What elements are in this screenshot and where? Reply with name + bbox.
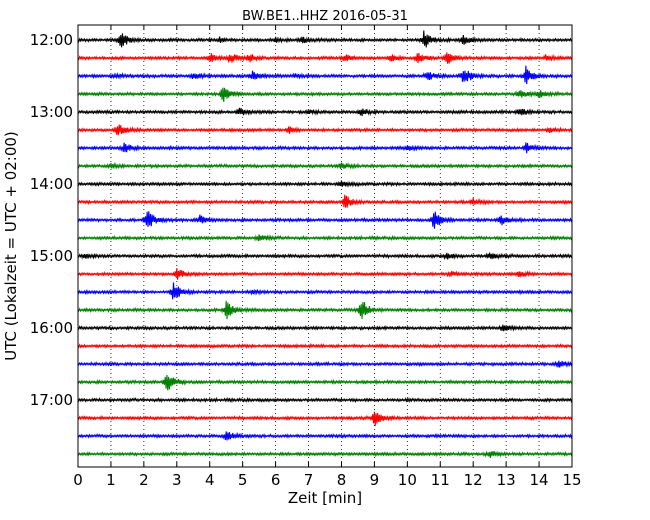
x-tick-label: 1	[106, 471, 116, 489]
x-tick-label: 8	[337, 471, 347, 489]
trace-1245	[77, 87, 573, 102]
x-tick-label: 4	[205, 471, 215, 489]
x-axis-title: Zeit [min]	[288, 489, 362, 507]
plot-area	[78, 25, 572, 467]
trace-1315	[77, 124, 573, 136]
x-tick-label: 2	[139, 471, 149, 489]
trace-1615	[77, 342, 573, 350]
trace-1530	[77, 282, 573, 300]
trace-1345	[77, 162, 573, 170]
x-tick-label: 7	[304, 471, 314, 489]
x-tick-label: 5	[238, 471, 248, 489]
trace-1500	[77, 252, 573, 261]
trace-1515	[77, 268, 573, 280]
trace-1545	[77, 300, 573, 320]
x-tick-label: 12	[464, 471, 483, 489]
x-tick-label: 15	[562, 471, 581, 489]
chart-title: BW.BE1..HHZ 2016-05-31	[242, 9, 408, 24]
x-tick-label: 10	[398, 471, 417, 489]
trace-1730	[77, 431, 573, 441]
x-tick-label: 9	[370, 471, 380, 489]
tick-group: 0 1 2 3 4 5 6 7 8 9 10 11 12 13 14 1512:0013:0014:0015:…	[30, 25, 582, 489]
y-tick-label: 14:00	[30, 175, 73, 193]
grid-lines	[110, 25, 540, 467]
trace-group	[77, 30, 573, 458]
trace-1715	[77, 411, 573, 426]
x-tick-label: 14	[530, 471, 549, 489]
x-tick-label: 6	[271, 471, 281, 489]
trace-1230	[77, 65, 573, 85]
trace-1400	[77, 180, 573, 188]
trace-1700	[77, 396, 573, 404]
x-tick-label: 0	[73, 471, 83, 489]
y-tick-label: 16:00	[30, 319, 73, 337]
trace-1200	[77, 30, 573, 48]
trace-1745	[77, 450, 573, 458]
trace-1630	[77, 360, 573, 368]
trace-1445	[77, 234, 573, 242]
trace-1415	[77, 194, 573, 208]
y-tick-label: 12:00	[30, 31, 73, 49]
plot-frame	[77, 24, 573, 468]
trace-1330	[77, 142, 573, 154]
y-tick-label: 13:00	[30, 103, 73, 121]
x-tick-label: 13	[497, 471, 516, 489]
trace-1600	[77, 324, 573, 332]
trace-1300	[77, 107, 573, 117]
trace-1645	[77, 374, 573, 391]
y-axis-title: UTC (Lokalzeit = UTC + 02:00)	[2, 131, 20, 361]
y-tick-label: 17:00	[30, 391, 73, 409]
x-tick-label: 11	[431, 471, 450, 489]
y-tick-label: 15:00	[30, 247, 73, 265]
trace-1215	[77, 52, 573, 64]
trace-1430	[77, 211, 573, 229]
x-tick-label: 3	[172, 471, 182, 489]
